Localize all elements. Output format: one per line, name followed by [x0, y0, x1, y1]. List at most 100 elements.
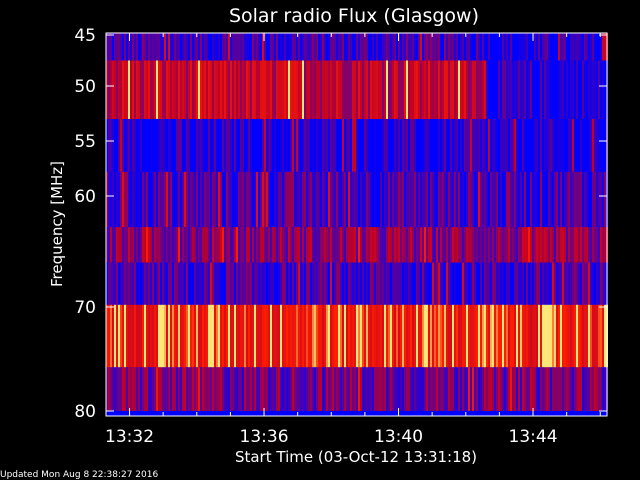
heatmap-cell	[414, 119, 416, 172]
heatmap-cell	[522, 33, 524, 61]
heatmap-cell	[120, 171, 122, 228]
heatmap-cell	[568, 33, 570, 61]
heatmap-cell	[232, 304, 234, 368]
heatmap-cell	[446, 60, 448, 119]
heatmap-cell	[186, 171, 188, 228]
heatmap-cell	[346, 304, 348, 368]
heatmap-cell	[220, 367, 222, 411]
heatmap-cell	[472, 60, 474, 119]
heatmap-cell	[372, 304, 374, 368]
heatmap-cell	[438, 367, 440, 411]
heatmap-cell	[574, 171, 576, 228]
heatmap-cell	[598, 367, 600, 411]
heatmap-cell	[442, 304, 444, 368]
heatmap-cell	[212, 33, 214, 61]
heatmap-cell	[328, 119, 330, 172]
heatmap-cell	[494, 304, 496, 368]
heatmap-cell	[444, 119, 446, 172]
heatmap-cell	[206, 227, 208, 263]
y-tick-label: 55	[74, 132, 96, 152]
heatmap-cell	[308, 171, 310, 228]
heatmap-cell	[576, 119, 578, 172]
heatmap-cell	[254, 367, 256, 411]
heatmap-cell	[526, 171, 528, 228]
heatmap-cell	[342, 227, 344, 263]
heatmap-cell	[234, 60, 236, 119]
heatmap-cell	[552, 119, 554, 172]
heatmap-cell	[586, 60, 588, 119]
heatmap-cell	[444, 304, 446, 368]
heatmap-cell	[112, 119, 114, 172]
heatmap-cell	[182, 60, 184, 119]
heatmap-cell	[490, 262, 492, 305]
heatmap-cell	[298, 60, 300, 119]
heatmap-cell	[136, 367, 138, 411]
heatmap-cell	[310, 262, 312, 305]
heatmap-cell	[296, 227, 298, 263]
heatmap-cell	[380, 304, 382, 368]
heatmap-cell	[184, 227, 186, 263]
heatmap-cell	[462, 33, 464, 61]
heatmap-cell	[188, 171, 190, 228]
heatmap-cell	[186, 227, 188, 263]
heatmap-cell	[346, 119, 348, 172]
heatmap-cell	[484, 60, 486, 119]
heatmap-cell	[246, 227, 248, 263]
heatmap-cell	[240, 304, 242, 368]
heatmap-cell	[256, 262, 258, 305]
heatmap-cell	[164, 262, 166, 305]
heatmap-cell	[412, 262, 414, 305]
heatmap-cell	[550, 119, 552, 172]
heatmap-cell	[272, 227, 274, 263]
heatmap-cell	[448, 119, 450, 172]
heatmap-cell	[562, 171, 564, 228]
heatmap-cell	[282, 367, 284, 411]
heatmap-cell	[538, 367, 540, 411]
heatmap-cell	[560, 171, 562, 228]
heatmap-cell	[276, 171, 278, 228]
heatmap-cell	[290, 262, 292, 305]
heatmap-cell	[440, 304, 442, 368]
heatmap-cell	[340, 171, 342, 228]
heatmap-cell	[112, 227, 114, 263]
heatmap-cell	[604, 171, 606, 228]
heatmap-cell	[114, 304, 116, 368]
heatmap-cell	[176, 171, 178, 228]
heatmap-cell	[244, 171, 246, 228]
heatmap-cell	[504, 33, 506, 61]
heatmap-cell	[522, 171, 524, 228]
heatmap-cell	[500, 304, 502, 368]
heatmap-cell	[558, 171, 560, 228]
heatmap-cell	[330, 367, 332, 411]
heatmap-cell	[370, 262, 372, 305]
heatmap-cell	[138, 262, 140, 305]
heatmap-cell	[414, 171, 416, 228]
heatmap-cell	[190, 262, 192, 305]
heatmap-cell	[144, 119, 146, 172]
heatmap-cell	[112, 262, 114, 305]
heatmap-cell	[478, 227, 480, 263]
heatmap-cell	[452, 33, 454, 61]
heatmap-cell	[302, 33, 304, 61]
heatmap-cell	[538, 304, 540, 368]
heatmap-cell	[168, 304, 170, 368]
heatmap-cell	[158, 367, 160, 411]
heatmap-cell	[232, 262, 234, 305]
heatmap-cell	[112, 171, 114, 228]
heatmap-cell	[178, 367, 180, 411]
heatmap-cell	[278, 227, 280, 263]
heatmap-cell	[196, 33, 198, 61]
heatmap-cell	[598, 119, 600, 172]
heatmap-cell	[334, 367, 336, 411]
heatmap-cell	[198, 33, 200, 61]
heatmap-cell	[364, 262, 366, 305]
heatmap-cell	[506, 119, 508, 172]
heatmap-cell	[444, 227, 446, 263]
heatmap-cell	[298, 227, 300, 263]
heatmap-cell	[298, 171, 300, 228]
heatmap-cell	[514, 262, 516, 305]
heatmap-cell	[396, 304, 398, 368]
heatmap-cell	[404, 262, 406, 305]
heatmap-cell	[324, 367, 326, 411]
heatmap-cell	[148, 262, 150, 305]
